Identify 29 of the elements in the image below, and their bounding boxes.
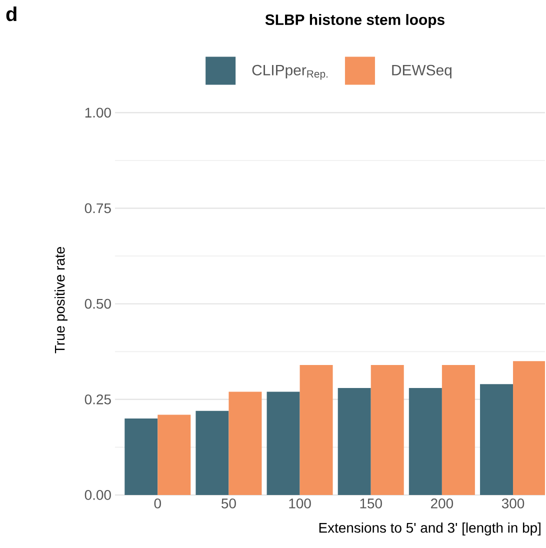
y-tick-label: 0.25 bbox=[85, 394, 112, 404]
y-tick-label: 0.75 bbox=[85, 203, 112, 214]
legend-label: CLIPper$_{Rep.}$ bbox=[252, 64, 328, 80]
chart-title: SLBP histone stem loops bbox=[266, 14, 445, 28]
y-axis-title: True positive rate bbox=[54, 247, 68, 354]
bar bbox=[228, 392, 262, 495]
bar bbox=[300, 365, 333, 495]
x-tick-label: 200 bbox=[431, 498, 454, 508]
x-tick-label: 100 bbox=[289, 498, 312, 508]
text: d bbox=[6, 6, 17, 22]
x-tick-label: 50 bbox=[222, 498, 236, 508]
bar bbox=[158, 414, 191, 495]
x-tick-label: 0 bbox=[154, 498, 162, 508]
bar bbox=[513, 361, 546, 495]
y-tick-label: 0.50 bbox=[85, 298, 112, 309]
y-tick-label: 0.00 bbox=[85, 490, 112, 500]
bar bbox=[338, 388, 372, 495]
legend-label: DEWSeq bbox=[392, 64, 452, 78]
bar bbox=[124, 418, 158, 495]
bar bbox=[196, 410, 229, 495]
x-axis-title: Extensions to 5' and 3' [length in bp] bbox=[320, 522, 541, 536]
bar bbox=[480, 384, 514, 495]
bar bbox=[371, 365, 404, 495]
bar bbox=[442, 365, 476, 495]
y-tick-label: 1.00 bbox=[86, 108, 112, 118]
x-tick-label: 150 bbox=[360, 498, 382, 508]
bar bbox=[266, 392, 300, 495]
bar bbox=[409, 388, 442, 495]
x-tick-label: 300 bbox=[502, 498, 524, 508]
